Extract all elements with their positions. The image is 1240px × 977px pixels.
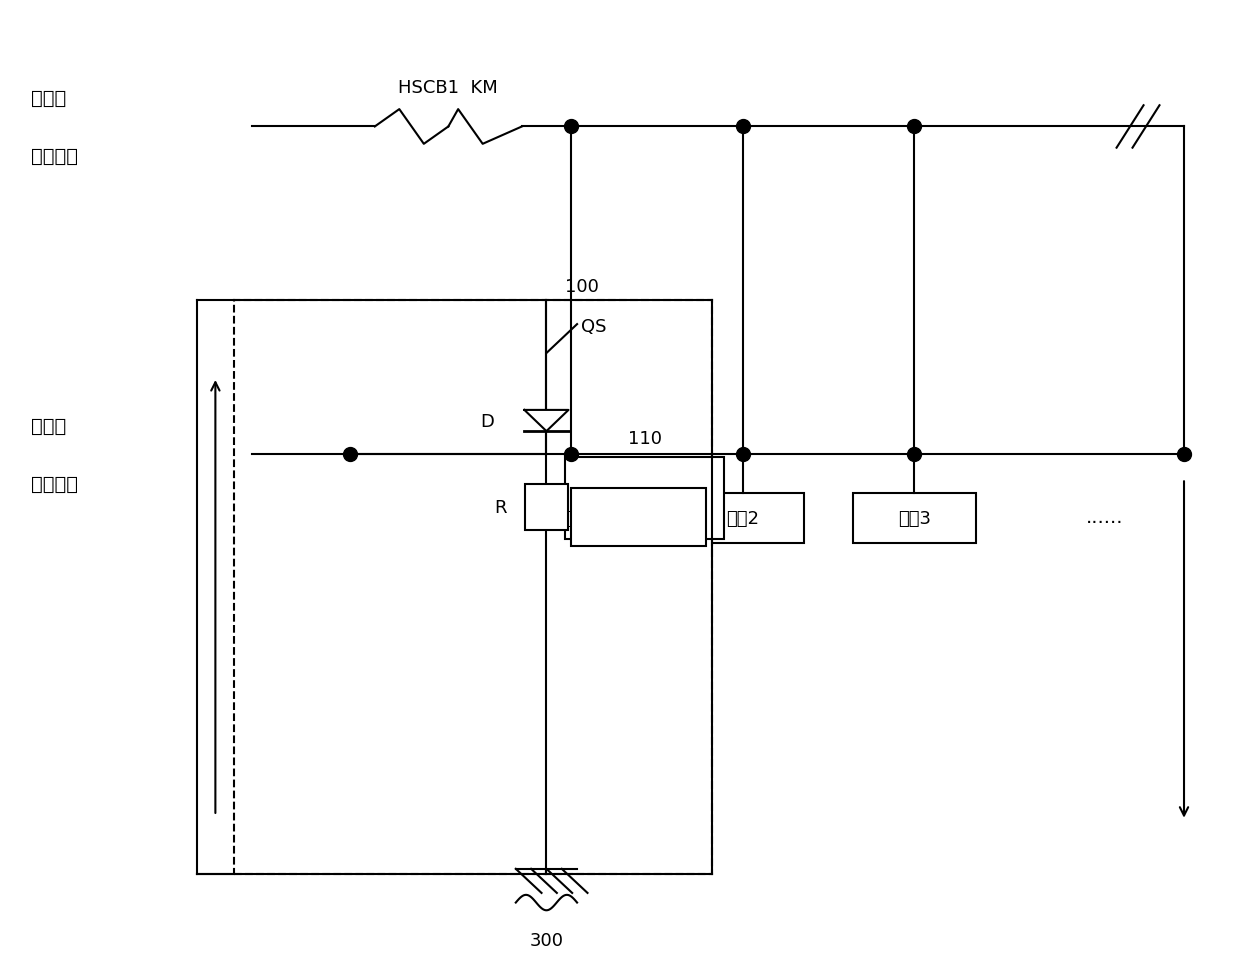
Point	[733, 446, 753, 462]
Text: 电网的: 电网的	[31, 416, 67, 436]
Text: 负载2: 负载2	[727, 509, 759, 528]
Point	[340, 446, 360, 462]
Text: QS: QS	[580, 318, 606, 336]
Text: 高压正极: 高压正极	[31, 147, 78, 166]
Point	[904, 119, 924, 135]
Bar	[565, 457, 724, 539]
Point	[560, 119, 580, 135]
Bar	[510, 493, 632, 543]
Text: 负载3: 负载3	[898, 509, 931, 528]
Polygon shape	[525, 410, 568, 432]
Text: 110: 110	[627, 430, 661, 447]
Bar	[525, 485, 568, 531]
Text: R: R	[494, 499, 507, 517]
Text: 电网的: 电网的	[31, 89, 67, 108]
Point	[904, 446, 924, 462]
Text: ......: ......	[1085, 508, 1123, 527]
Bar	[570, 488, 706, 546]
Bar	[681, 493, 804, 543]
Point	[733, 119, 753, 135]
Text: 高压负极: 高压负极	[31, 475, 78, 493]
Point	[560, 446, 580, 462]
Text: D: D	[480, 412, 494, 430]
Text: 负载1: 负载1	[554, 509, 588, 528]
Bar	[234, 301, 712, 873]
Text: 300: 300	[529, 931, 563, 950]
Text: 100: 100	[565, 277, 599, 296]
Text: HSCB1  KM: HSCB1 KM	[398, 78, 498, 97]
Bar	[853, 493, 976, 543]
Point	[1174, 446, 1194, 462]
